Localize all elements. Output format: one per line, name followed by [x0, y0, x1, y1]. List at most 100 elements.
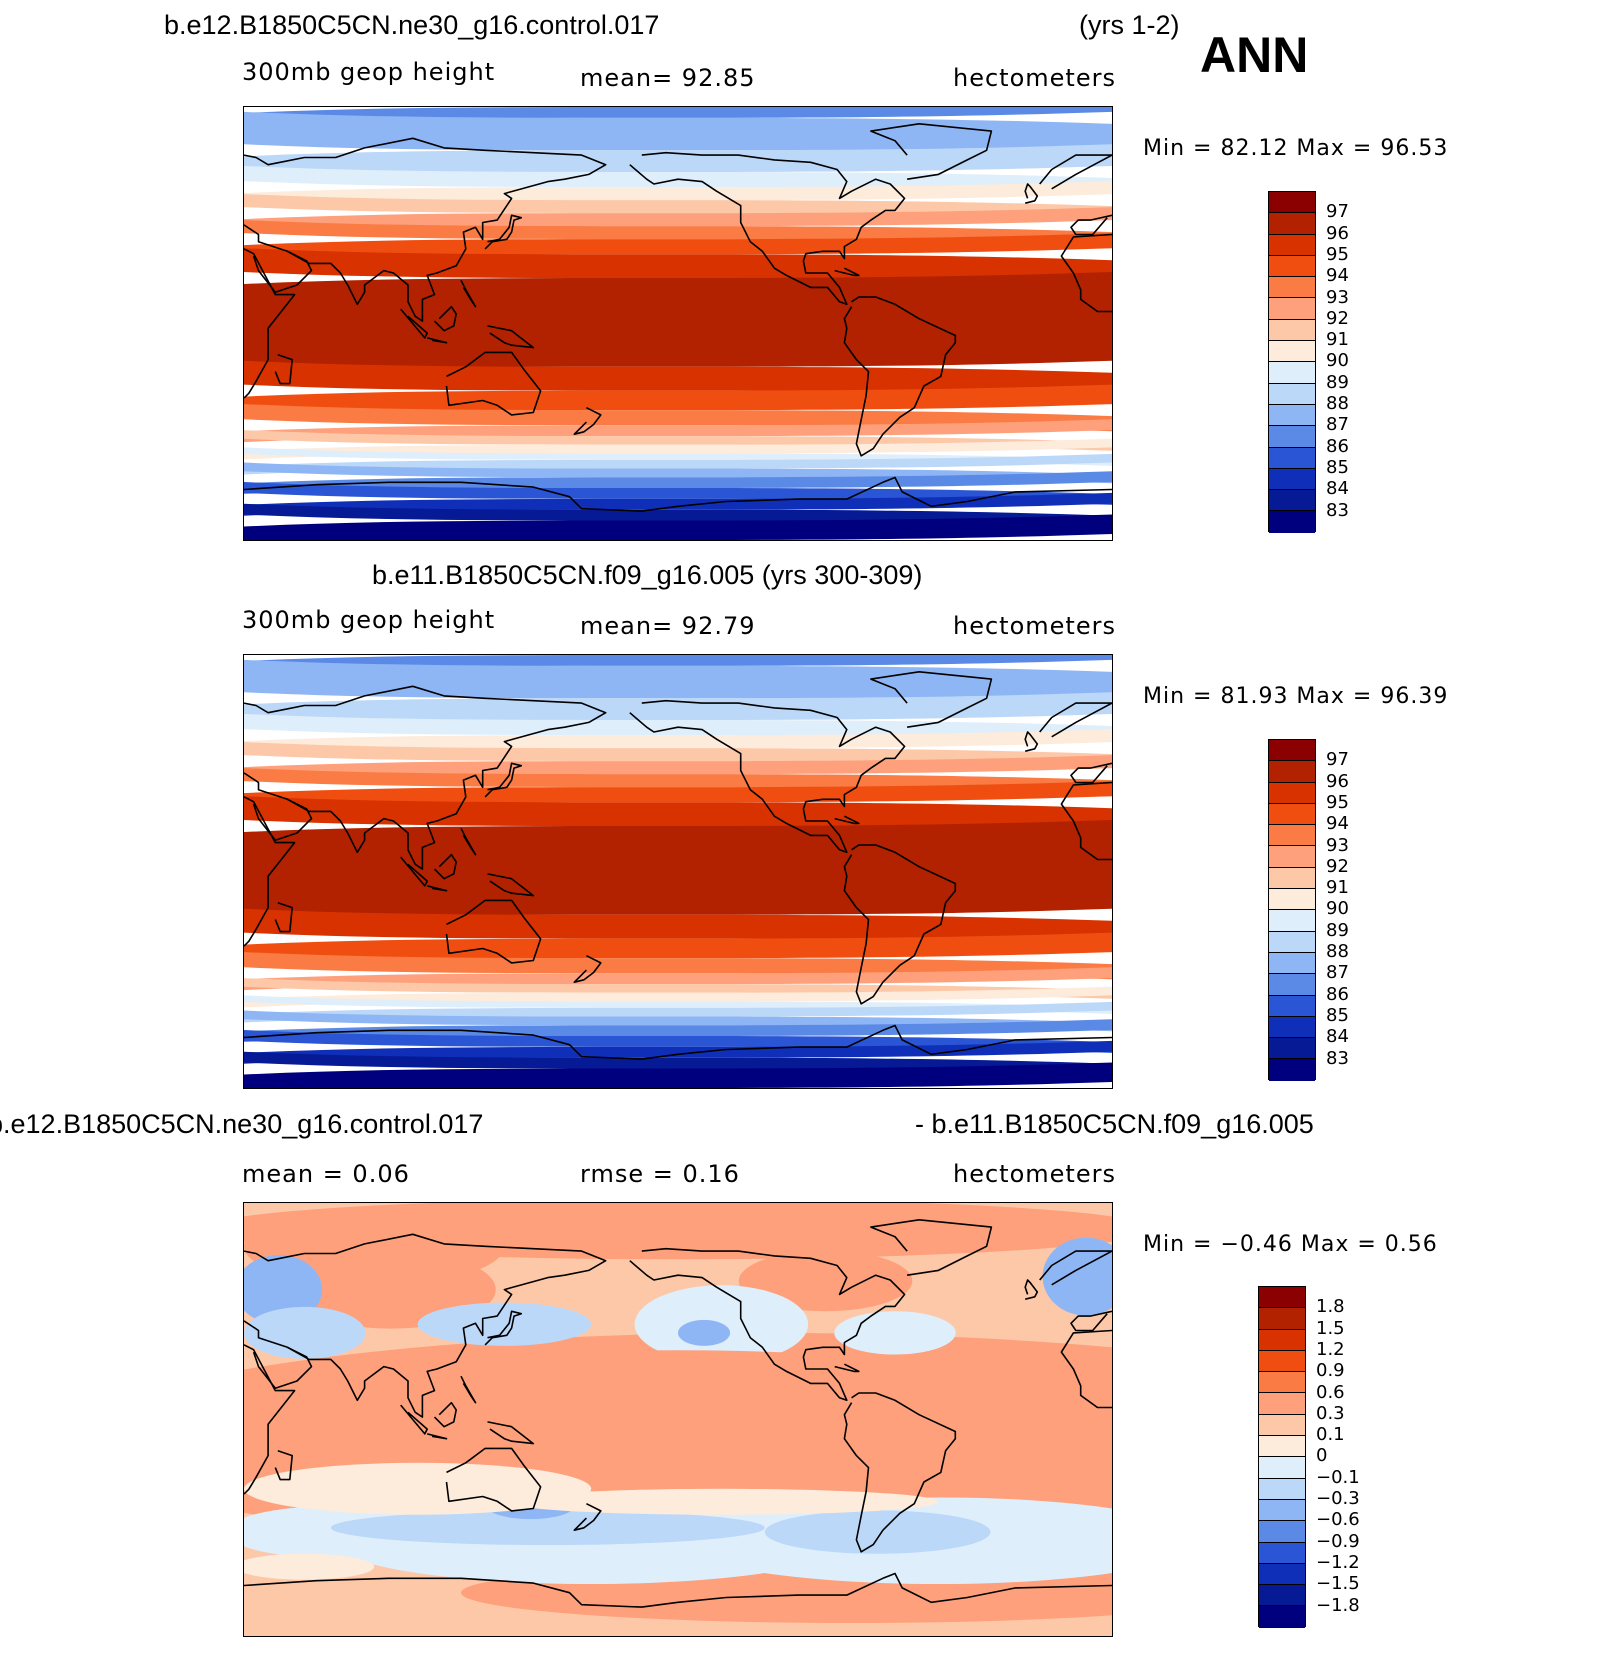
coastline — [244, 796, 296, 947]
coastline — [484, 762, 523, 798]
colorbar-level-label: 97 — [1326, 201, 1349, 223]
colorbar-level-label: 1.2 — [1316, 1338, 1345, 1360]
colorbar-level-label: 84 — [1326, 478, 1349, 500]
coastline — [433, 1401, 457, 1428]
coastline — [460, 1375, 477, 1404]
coastline — [400, 856, 428, 887]
panel2-map — [243, 654, 1113, 1089]
contour-band — [244, 438, 1112, 460]
coastline — [1060, 233, 1112, 313]
colorbar-level-label: 83 — [1326, 499, 1349, 521]
coastline — [274, 902, 294, 933]
coastline — [573, 954, 602, 984]
colorbar-level-label: 94 — [1326, 813, 1349, 835]
contour-region — [1042, 1237, 1112, 1316]
coastline — [1024, 1279, 1039, 1300]
coastline — [244, 1024, 1112, 1060]
coastline — [629, 1247, 906, 1402]
colorbar-level-label: 85 — [1326, 456, 1349, 478]
coastline — [244, 476, 1112, 512]
contour-region — [374, 1350, 982, 1420]
coastline — [244, 137, 607, 322]
colorbar-level-label: −1.8 — [1316, 1594, 1360, 1616]
panel1-map — [243, 106, 1113, 541]
colorbar-swatch — [1269, 192, 1315, 214]
season-label: ANN — [1200, 27, 1309, 83]
panel3-map — [243, 1202, 1113, 1637]
contour-band — [244, 447, 1112, 466]
colorbar-level-label: 94 — [1326, 265, 1349, 287]
colorbar-level-label: 96 — [1326, 770, 1349, 792]
panel1-min-max: Min = 82.12 Max = 96.53 — [1143, 136, 1449, 161]
coastline — [445, 899, 542, 964]
coastline — [1024, 183, 1039, 204]
colorbar-swatch — [1269, 490, 1315, 512]
colorbar-box — [1268, 191, 1316, 533]
contour-region — [330, 1510, 765, 1546]
colorbar-swatch — [1259, 1287, 1305, 1309]
contour-band — [244, 820, 1112, 921]
colorbar-swatch — [1269, 1059, 1315, 1081]
colorbar-level-label: 86 — [1326, 983, 1349, 1005]
colorbar-swatch — [1269, 974, 1315, 996]
contour-band — [244, 111, 1112, 157]
colorbar-level-label: 96 — [1326, 222, 1349, 244]
contour-band — [244, 655, 1112, 672]
panel3-rmse-label: rmse = 0.16 — [580, 1160, 740, 1188]
colorbar-swatch — [1259, 1563, 1305, 1586]
colorbar-swatch — [1259, 1542, 1305, 1564]
coastline — [445, 351, 542, 416]
contour-band — [244, 986, 1112, 1008]
colorbar-swatch — [1269, 362, 1315, 384]
contour-region — [678, 1319, 731, 1346]
colorbar-swatch — [1269, 889, 1315, 911]
colorbar-swatch — [1269, 1038, 1315, 1060]
contour-band — [244, 1001, 1112, 1023]
panel3-case-title-left: b.e12.B1850C5CN.ne30_g16.control.017 — [0, 1109, 484, 1139]
colorbar-swatch — [1269, 825, 1315, 847]
colorbar-level-label: 89 — [1326, 919, 1349, 941]
contour-region — [244, 1254, 323, 1325]
coastline — [1060, 1329, 1112, 1409]
panel1-mean-label: mean= 92.85 — [580, 64, 756, 92]
contour-band — [244, 781, 1112, 809]
coastline — [244, 248, 296, 399]
panel3-case-title-right: - b.e11.B1850C5CN.f09_g16.005 — [915, 1109, 1314, 1139]
colorbar-level-label: 90 — [1326, 350, 1349, 372]
coastline — [460, 827, 477, 856]
coastline — [1039, 154, 1112, 190]
colorbar-swatch — [1269, 761, 1315, 783]
coastline — [843, 1392, 957, 1553]
contour-band — [244, 233, 1112, 261]
colorbar-swatch — [1259, 1436, 1305, 1458]
coastline — [573, 406, 602, 436]
panel1-case-title: b.e12.B1850C5CN.ne30_g16.control.017 — [164, 10, 660, 40]
colorbar-swatch — [1269, 782, 1315, 804]
colorbar-level-label: 0.6 — [1316, 1381, 1345, 1403]
coastline — [433, 305, 457, 332]
colorbar-level-label: −0.3 — [1316, 1488, 1360, 1509]
colorbar-level-label: 89 — [1326, 371, 1349, 393]
colorbar-swatch — [1259, 1457, 1305, 1479]
colorbar-level-label: 92 — [1326, 307, 1349, 329]
contour-region — [738, 1250, 913, 1312]
colorbar-swatch — [1269, 931, 1315, 953]
colorbar-swatch — [1269, 383, 1315, 405]
panel1-years-label: (yrs 1-2) — [1079, 10, 1180, 40]
colorbar-swatch — [1269, 952, 1315, 975]
coastline — [1039, 702, 1112, 738]
coastline — [274, 354, 294, 385]
coastline — [870, 670, 993, 728]
contour-band — [244, 692, 1112, 726]
colorbar-level-label: 88 — [1326, 393, 1349, 414]
colorbar-level-label: 91 — [1326, 329, 1349, 351]
colorbar-swatch — [1259, 1414, 1305, 1437]
coastline — [400, 308, 428, 339]
contour-band — [244, 514, 1112, 540]
colorbar-level-label: 91 — [1326, 877, 1349, 899]
coastline — [843, 296, 957, 457]
contour-band — [244, 144, 1112, 178]
colorbar-swatch — [1259, 1393, 1305, 1415]
colorbar-swatch — [1269, 867, 1315, 890]
colorbar-level-label: −1.2 — [1316, 1551, 1360, 1573]
